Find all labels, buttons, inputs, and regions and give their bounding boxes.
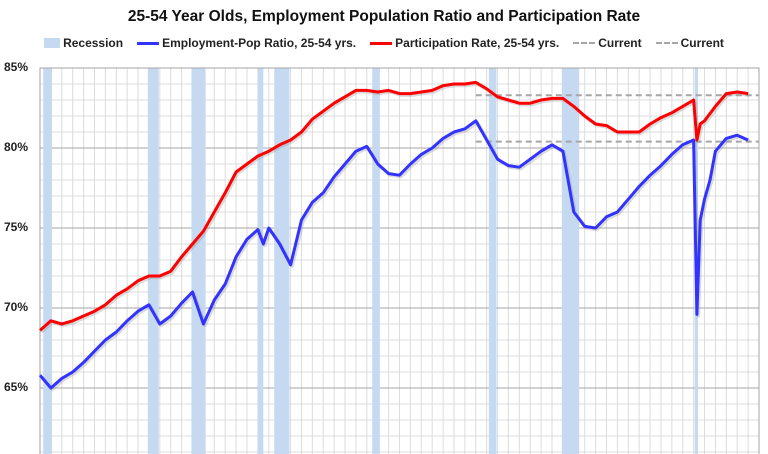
- series-line-employment-pop-ratio: [38, 119, 749, 390]
- y-tick-label: 80%: [3, 140, 28, 154]
- legend-label: Recession: [63, 36, 124, 50]
- legend-label: Current: [680, 36, 724, 50]
- recession-band: [191, 68, 206, 454]
- recession-band: [147, 68, 159, 454]
- series-shadow: [40, 120, 751, 392]
- legend-label: Participation Rate, 25-54 yrs.: [395, 36, 560, 50]
- legend-swatch-lfpr: [370, 41, 393, 45]
- legend-swatch-epop: [137, 41, 160, 45]
- y-tick-label: 70%: [3, 300, 28, 314]
- legend-item-lfpr: Participation Rate, 25-54 yrs.: [370, 36, 559, 50]
- y-tick-label: 65%: [3, 380, 28, 394]
- series-line-participation-rate: [39, 80, 749, 332]
- y-tick-label: 75%: [3, 220, 28, 234]
- recession-band: [43, 68, 52, 454]
- legend-item-current-1: Current: [573, 36, 642, 50]
- legend-item-recession: Recession: [44, 36, 123, 50]
- legend: Recession Employment-Pop Ratio, 25-54 yr…: [0, 36, 768, 50]
- legend-swatch-current: [573, 42, 596, 44]
- legend-item-epop: Employment-Pop Ratio, 25-54 yrs.: [137, 36, 356, 50]
- recession-band: [372, 68, 380, 454]
- y-tick-label: 85%: [3, 60, 28, 74]
- legend-swatch-recession: [44, 38, 61, 48]
- recession-band: [274, 68, 290, 454]
- plot-border: [39, 67, 760, 454]
- legend-label: Employment-Pop Ratio, 25-54 yrs.: [162, 36, 357, 50]
- recession-band: [257, 68, 264, 454]
- recession-band: [488, 68, 497, 454]
- recession-band: [561, 68, 580, 454]
- chart-title: 25-54 Year Olds, Employment Population R…: [127, 8, 641, 25]
- legend-label: Current: [598, 36, 642, 50]
- legend-swatch-current: [655, 42, 678, 44]
- legend-item-current-2: Current: [655, 36, 724, 50]
